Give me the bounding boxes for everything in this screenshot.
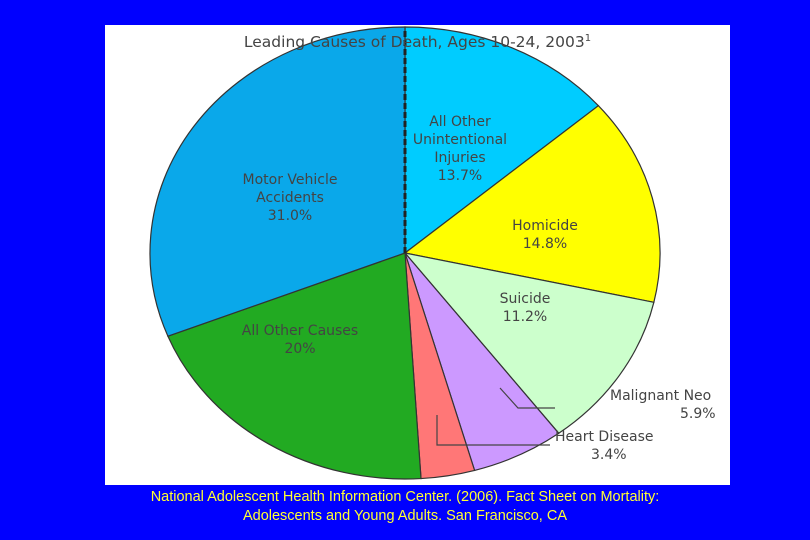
value-label: 20% xyxy=(284,341,316,357)
value-label: 11.2% xyxy=(502,309,548,325)
category-label: Homicide xyxy=(512,218,578,234)
pie-slice xyxy=(167,252,422,480)
slice-label: Motor Vehicle Accidents 31.0% xyxy=(215,171,365,225)
chart-title: Leading Causes of Death, Ages 10-24, 200… xyxy=(105,33,730,51)
slice-label: All Other Unintentional Injuries 13.7% xyxy=(395,113,525,185)
title-note: 1 xyxy=(584,33,592,44)
slice-label: Homicide 14.8% xyxy=(480,217,610,253)
category-label: Heart Disease xyxy=(555,429,654,445)
category-label: Malignant Neo xyxy=(610,388,712,404)
slice-label: All Other Causes 20% xyxy=(225,322,375,358)
category-label: All Other Unintentional Injuries xyxy=(412,114,508,166)
value-label: 31.0% xyxy=(267,208,313,224)
value-label: 13.7% xyxy=(437,168,483,184)
chart-panel: Leading Causes of Death, Ages 10-24, 200… xyxy=(105,25,730,485)
value-label: 5.9% xyxy=(680,406,716,422)
pie-slice xyxy=(149,26,406,337)
category-label: Suicide xyxy=(499,291,551,307)
caption-line: National Adolescent Health Information C… xyxy=(150,489,660,505)
leader-line xyxy=(499,387,555,409)
slice-label: Malignant Neo 5.9% xyxy=(610,387,730,423)
caption-line: Adolescents and Young Adults. San Franci… xyxy=(242,508,568,524)
caption: National Adolescent Health Information C… xyxy=(0,488,810,526)
pie-slice xyxy=(404,26,600,255)
pie-chart xyxy=(149,26,661,480)
pie-slice xyxy=(403,252,655,435)
category-label: All Other Causes xyxy=(241,323,359,339)
value-label: 14.8% xyxy=(522,236,568,252)
value-label: 3.4% xyxy=(591,447,627,463)
title-text: Leading Causes of Death, Ages 10-24, 200… xyxy=(243,33,585,52)
pie-slice xyxy=(403,104,661,303)
category-label: Motor Vehicle Accidents xyxy=(242,172,338,206)
slice-label: Heart Disease 3.4% xyxy=(555,428,730,464)
slice-label: Suicide 11.2% xyxy=(460,290,590,326)
leader-line xyxy=(436,415,550,446)
